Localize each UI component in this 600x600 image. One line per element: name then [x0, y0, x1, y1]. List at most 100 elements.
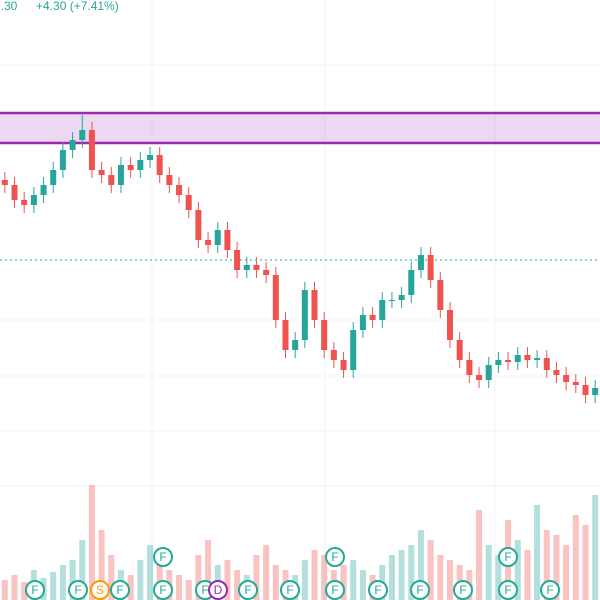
- candle-body: [137, 160, 144, 170]
- volume-bar: [388, 555, 395, 600]
- event-marker: F: [325, 547, 345, 567]
- candle-body: [350, 330, 357, 370]
- candle-body: [379, 300, 386, 320]
- candle-body: [30, 195, 37, 205]
- event-label: F: [331, 583, 338, 597]
- candle-body: [437, 280, 444, 310]
- candle-body: [427, 255, 434, 280]
- event-circle: [453, 580, 473, 600]
- volume-bar: [205, 540, 212, 600]
- volume-bar: [137, 560, 144, 600]
- event-label: F: [546, 583, 553, 597]
- volume-bar: [301, 560, 308, 600]
- volume-bar: [11, 575, 18, 600]
- event-circle: [498, 547, 518, 567]
- candle-body: [127, 165, 134, 170]
- event-circle: [25, 580, 45, 600]
- event-label: F: [74, 583, 81, 597]
- event-circle: [238, 580, 258, 600]
- volume-bar: [572, 515, 579, 600]
- event-marker: F: [453, 580, 473, 600]
- volume-bar: [59, 565, 66, 600]
- candle-body: [301, 290, 308, 340]
- candle-body: [369, 315, 376, 320]
- event-circle: [110, 580, 130, 600]
- candle-body: [485, 365, 492, 380]
- candle-body: [117, 165, 124, 185]
- event-label: F: [459, 583, 466, 597]
- event-label: F: [159, 583, 166, 597]
- event-label: F: [331, 550, 338, 564]
- candle-body: [408, 270, 415, 295]
- candle-body: [156, 155, 163, 175]
- event-circle: [410, 580, 430, 600]
- volume-bar: [147, 545, 153, 600]
- candle-body: [495, 360, 502, 365]
- volume-bar: [553, 535, 560, 600]
- candle-body: [563, 375, 570, 382]
- candle-body: [524, 355, 531, 360]
- change: +4.30 (+7.41%): [36, 0, 119, 13]
- candle-body: [514, 355, 521, 362]
- event-label: F: [31, 583, 38, 597]
- candle-body: [582, 385, 589, 395]
- candle-body: [253, 265, 260, 270]
- volume-bar: [563, 545, 570, 600]
- event-label: F: [116, 583, 123, 597]
- candle-body: [282, 320, 289, 350]
- candle-body: [88, 130, 95, 170]
- volume-bar: [176, 575, 183, 600]
- zone: [0, 111, 600, 145]
- candle-body: [224, 230, 231, 250]
- volume-bar: [495, 555, 502, 600]
- volume-bar: [234, 570, 241, 600]
- volume-bar: [79, 540, 86, 600]
- event-circle: [90, 580, 110, 600]
- candle-body: [11, 185, 18, 200]
- volume-bar: [253, 555, 260, 600]
- event-marker: F: [325, 580, 345, 600]
- candle-body: [1, 180, 8, 185]
- volume-bar: [534, 505, 541, 600]
- candle-body: [447, 310, 453, 340]
- candle-body: [79, 130, 86, 140]
- candle-body: [166, 175, 173, 185]
- event-label: F: [504, 583, 511, 597]
- candle-body: [466, 360, 473, 375]
- event-label: S: [96, 583, 104, 597]
- event-label: F: [374, 583, 381, 597]
- candle-body: [195, 210, 202, 240]
- event-marker: F: [68, 580, 88, 600]
- event-label: F: [286, 583, 293, 597]
- volume-bar: [50, 572, 57, 600]
- candle-body: [214, 230, 221, 245]
- candle-body: [147, 155, 153, 160]
- event-label: F: [201, 583, 208, 597]
- volume-bar: [437, 555, 444, 600]
- candle-body: [534, 358, 541, 360]
- volume-bar: [417, 530, 424, 600]
- candle-body: [50, 170, 57, 185]
- event-circle: [540, 580, 560, 600]
- candle-body: [98, 170, 105, 175]
- candle-body: [234, 250, 241, 270]
- volume-bar: [485, 545, 492, 600]
- candle-body: [205, 240, 212, 245]
- candle-body: [21, 200, 28, 205]
- volume-bar: [582, 525, 589, 600]
- event-circle: [280, 580, 300, 600]
- volume-bar: [408, 545, 415, 600]
- event-marker: S: [90, 580, 110, 600]
- candle-body: [553, 370, 560, 375]
- event-label: F: [416, 583, 423, 597]
- candle-body: [543, 358, 550, 370]
- volume-bar: [195, 555, 202, 600]
- volume-bar: [447, 560, 453, 600]
- candle-body: [330, 350, 337, 360]
- candle-body: [417, 255, 424, 270]
- volume-bar: [476, 510, 483, 600]
- candle-body: [243, 265, 250, 270]
- volume-bar: [98, 530, 105, 600]
- volume-bar: [88, 485, 95, 600]
